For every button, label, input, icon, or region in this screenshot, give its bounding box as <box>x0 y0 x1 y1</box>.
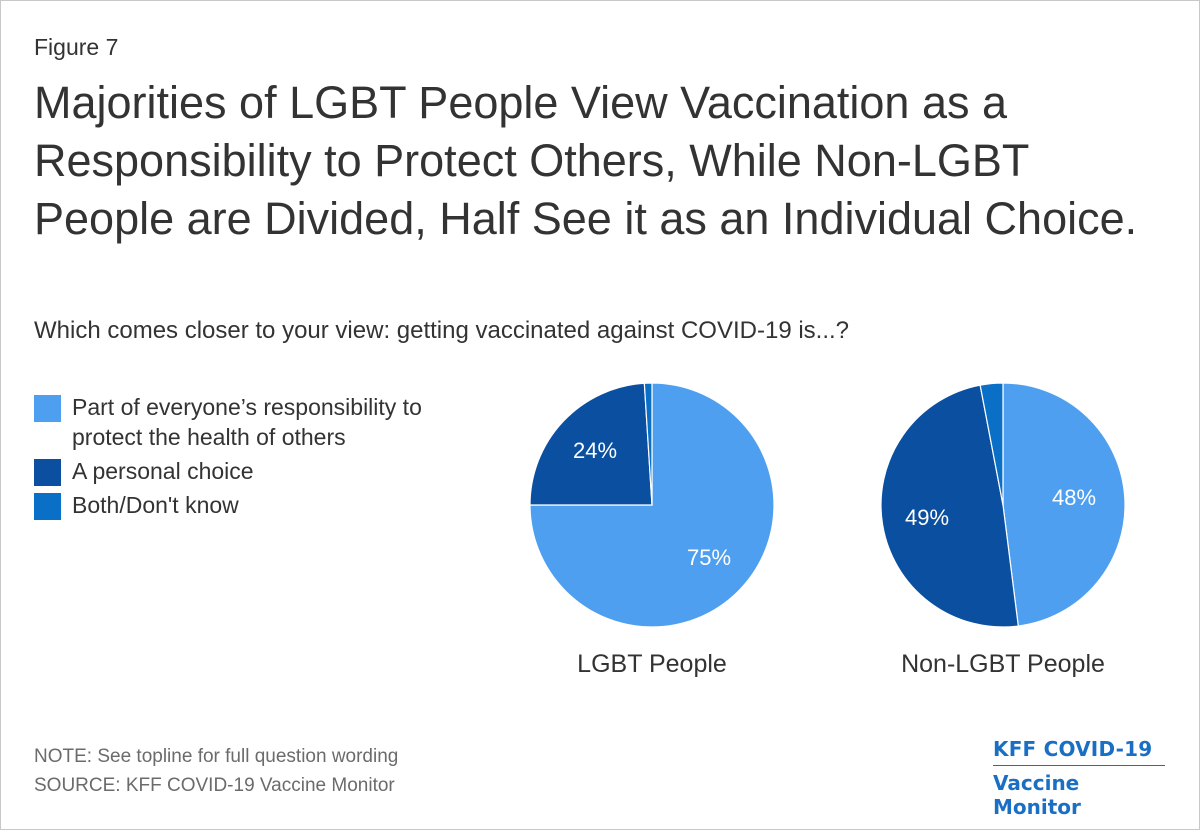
logo-rule <box>993 765 1165 766</box>
slice-label-lgbt-people-1: 24% <box>573 438 617 463</box>
kff-logo: KFF COVID-19 Vaccine Monitor <box>993 737 1168 819</box>
pie-slice-non-lgbt-people-2 <box>979 382 1004 506</box>
pie-caption-lgbt-people: LGBT People <box>577 650 727 678</box>
legend-item-responsibility: Part of everyone’s responsibility to pro… <box>34 392 452 452</box>
pie-caption-non-lgbt-people: Non-LGBT People <box>901 650 1105 678</box>
legend-label-both-dont-know: Both/Don't know <box>72 492 239 518</box>
slice-label-lgbt-people-0: 75% <box>687 545 731 570</box>
logo-line2: Vaccine Monitor <box>993 771 1081 819</box>
legend-swatch-responsibility <box>34 395 61 422</box>
logo-line1: KFF COVID-19 <box>993 737 1153 761</box>
slice-label-non-lgbt-people-0: 48% <box>1052 485 1096 510</box>
note-text: NOTE: See topline for full question word… <box>34 746 399 767</box>
legend-label-personal-choice: A personal choice <box>72 458 254 484</box>
legend: Part of everyone’s responsibility to pro… <box>34 392 452 524</box>
legend-item-personal-choice: A personal choice <box>34 456 452 486</box>
pie-slice-non-lgbt-people-0 <box>1002 382 1126 627</box>
figure-label: Figure 7 <box>34 34 119 60</box>
chart-title: Majorities of LGBT People View Vaccinati… <box>34 77 1138 244</box>
footnotes: NOTE: See topline for full question word… <box>34 742 398 800</box>
legend-swatch-personal-choice <box>34 459 61 486</box>
slice-label-non-lgbt-people-1: 49% <box>905 505 949 530</box>
pie-slice-lgbt-people-1 <box>529 382 653 506</box>
legend-label-responsibility: Part of everyone’s responsibility to pro… <box>72 394 422 450</box>
source-text: SOURCE: KFF COVID-19 Vaccine Monitor <box>34 775 395 796</box>
pie-slice-lgbt-people-2 <box>643 382 653 506</box>
pie-slice-non-lgbt-people-1 <box>880 384 1019 628</box>
legend-swatch-both-dont-know <box>34 493 61 520</box>
legend-item-both-dont-know: Both/Don't know <box>34 490 452 520</box>
chart-subtitle: Which comes closer to your view: getting… <box>34 317 850 344</box>
